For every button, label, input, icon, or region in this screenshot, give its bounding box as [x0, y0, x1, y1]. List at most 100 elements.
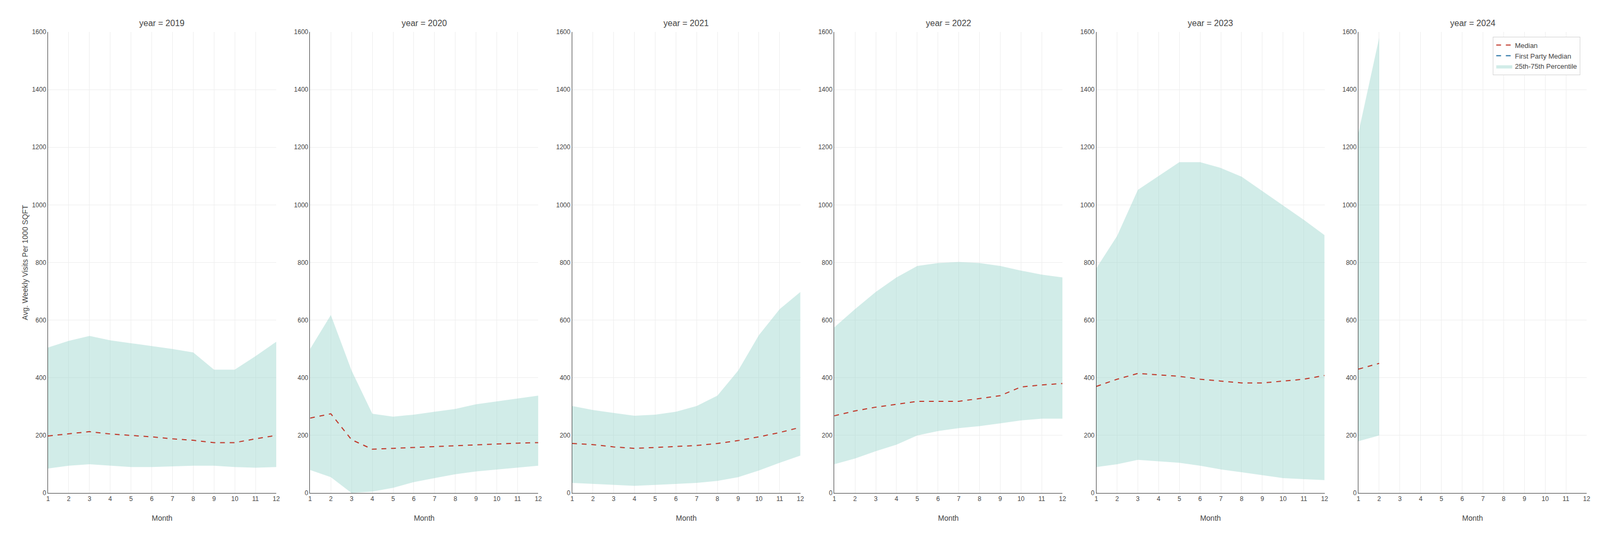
svg-text:800: 800 [1346, 259, 1357, 267]
svg-text:4: 4 [894, 495, 899, 503]
svg-text:5: 5 [653, 495, 658, 503]
svg-text:2: 2 [67, 495, 71, 503]
svg-text:1: 1 [570, 495, 574, 503]
svg-text:2: 2 [853, 495, 858, 503]
svg-text:25th-75th Percentile: 25th-75th Percentile [1514, 62, 1577, 71]
svg-text:5: 5 [915, 495, 920, 503]
svg-text:4: 4 [370, 495, 375, 503]
svg-text:4: 4 [108, 495, 112, 503]
svg-text:800: 800 [297, 259, 309, 267]
svg-text:1000: 1000 [293, 201, 309, 210]
svg-text:1: 1 [308, 495, 312, 503]
svg-text:1600: 1600 [556, 28, 571, 36]
svg-text:800: 800 [821, 259, 833, 267]
svg-text:Median: Median [1514, 41, 1538, 50]
svg-text:6: 6 [149, 495, 154, 503]
svg-text:First Party Median: First Party Median [1514, 52, 1571, 61]
svg-text:1: 1 [1356, 495, 1361, 503]
svg-text:9: 9 [736, 495, 741, 503]
svg-text:5: 5 [1177, 495, 1182, 503]
svg-text:1000: 1000 [1080, 201, 1095, 210]
svg-text:1400: 1400 [818, 85, 833, 94]
svg-text:400: 400 [35, 374, 47, 382]
svg-text:0: 0 [1353, 489, 1357, 498]
svg-text:1000: 1000 [1342, 201, 1357, 210]
svg-text:3: 3 [1136, 495, 1140, 503]
svg-text:6: 6 [936, 495, 940, 503]
svg-text:10: 10 [755, 495, 763, 503]
svg-text:0: 0 [828, 489, 833, 498]
svg-text:year = 2021: year = 2021 [663, 18, 709, 28]
svg-text:200: 200 [1083, 432, 1095, 440]
svg-text:1600: 1600 [32, 28, 47, 36]
svg-text:1600: 1600 [1342, 28, 1357, 36]
svg-text:year = 2020: year = 2020 [401, 18, 447, 28]
svg-text:0: 0 [304, 489, 309, 498]
svg-text:10: 10 [493, 495, 501, 503]
svg-text:7: 7 [1481, 495, 1485, 503]
svg-text:1200: 1200 [1080, 143, 1095, 151]
svg-text:1: 1 [832, 495, 837, 503]
svg-text:1400: 1400 [1342, 85, 1357, 94]
svg-text:6: 6 [1460, 495, 1464, 503]
svg-text:1: 1 [46, 495, 51, 503]
svg-text:1400: 1400 [293, 85, 309, 94]
svg-text:11: 11 [514, 495, 522, 503]
svg-text:0: 0 [566, 489, 571, 498]
svg-text:600: 600 [821, 316, 833, 325]
svg-text:year = 2024: year = 2024 [1450, 18, 1496, 28]
svg-text:12: 12 [1321, 495, 1329, 503]
svg-text:12: 12 [1582, 495, 1591, 503]
svg-text:400: 400 [559, 374, 571, 382]
svg-text:9: 9 [212, 495, 216, 503]
svg-text:1400: 1400 [556, 85, 571, 94]
svg-text:1: 1 [1094, 495, 1099, 503]
svg-text:5: 5 [1439, 495, 1444, 503]
svg-text:600: 600 [1346, 316, 1357, 325]
svg-text:400: 400 [297, 374, 309, 382]
svg-text:8: 8 [977, 495, 982, 503]
svg-text:12: 12 [272, 495, 280, 503]
svg-text:7: 7 [956, 495, 961, 503]
svg-text:11: 11 [1038, 495, 1046, 503]
svg-text:9: 9 [998, 495, 1003, 503]
svg-text:Month: Month [152, 514, 173, 523]
svg-text:11: 11 [1562, 495, 1570, 503]
svg-text:12: 12 [534, 495, 543, 503]
svg-text:2: 2 [1377, 495, 1382, 503]
svg-text:4: 4 [1418, 495, 1423, 503]
svg-text:600: 600 [297, 316, 309, 325]
svg-text:8: 8 [191, 495, 196, 503]
svg-text:9: 9 [1260, 495, 1265, 503]
svg-text:Avg. Weekly Visits Per 1000 SQ: Avg. Weekly Visits Per 1000 SQFT [20, 204, 30, 321]
svg-text:12: 12 [796, 495, 805, 503]
svg-text:4: 4 [1156, 495, 1161, 503]
svg-text:8: 8 [453, 495, 458, 503]
svg-text:7: 7 [432, 495, 437, 503]
svg-text:10: 10 [1541, 495, 1550, 503]
svg-text:9: 9 [1522, 495, 1527, 503]
svg-text:year = 2023: year = 2023 [1187, 18, 1234, 28]
svg-text:3: 3 [349, 495, 354, 503]
svg-text:year = 2019: year = 2019 [139, 18, 185, 28]
svg-text:11: 11 [1300, 495, 1308, 503]
svg-text:2: 2 [1115, 495, 1119, 503]
svg-text:200: 200 [559, 432, 571, 440]
svg-text:0: 0 [42, 489, 47, 498]
svg-text:8: 8 [715, 495, 720, 503]
svg-text:9: 9 [474, 495, 478, 503]
svg-text:800: 800 [1083, 259, 1095, 267]
svg-text:200: 200 [1346, 432, 1357, 440]
svg-text:7: 7 [694, 495, 699, 503]
svg-text:1000: 1000 [32, 201, 47, 210]
svg-text:1400: 1400 [1080, 85, 1095, 94]
svg-text:400: 400 [821, 374, 833, 382]
svg-text:200: 200 [297, 432, 309, 440]
svg-text:Month: Month [1200, 514, 1221, 523]
svg-text:3: 3 [87, 495, 92, 503]
svg-text:Month: Month [675, 514, 697, 523]
svg-text:1600: 1600 [293, 28, 309, 36]
svg-text:0: 0 [1091, 489, 1095, 498]
svg-text:6: 6 [674, 495, 678, 503]
svg-text:10: 10 [1279, 495, 1287, 503]
